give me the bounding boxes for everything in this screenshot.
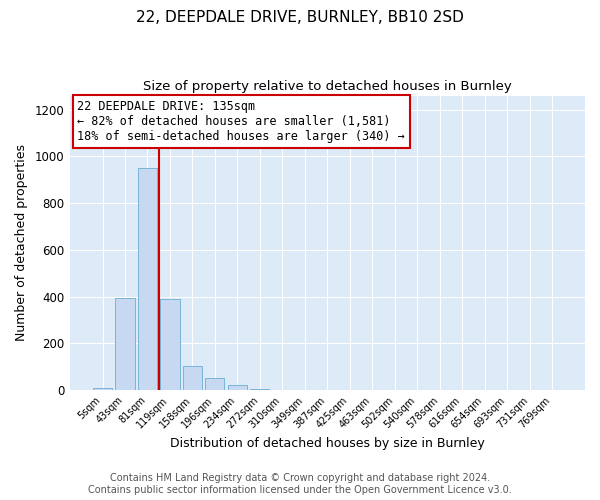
Bar — [183, 366, 202, 390]
Bar — [115, 298, 134, 390]
Bar — [138, 168, 157, 390]
Y-axis label: Number of detached properties: Number of detached properties — [15, 144, 28, 342]
Bar — [228, 385, 247, 390]
Bar — [160, 299, 179, 390]
Text: 22 DEEPDALE DRIVE: 135sqm
← 82% of detached houses are smaller (1,581)
18% of se: 22 DEEPDALE DRIVE: 135sqm ← 82% of detac… — [77, 100, 405, 143]
Bar — [205, 378, 224, 390]
X-axis label: Distribution of detached houses by size in Burnley: Distribution of detached houses by size … — [170, 437, 485, 450]
Text: Contains HM Land Registry data © Crown copyright and database right 2024.
Contai: Contains HM Land Registry data © Crown c… — [88, 474, 512, 495]
Text: 22, DEEPDALE DRIVE, BURNLEY, BB10 2SD: 22, DEEPDALE DRIVE, BURNLEY, BB10 2SD — [136, 10, 464, 25]
Bar — [250, 389, 269, 390]
Bar — [93, 388, 112, 390]
Title: Size of property relative to detached houses in Burnley: Size of property relative to detached ho… — [143, 80, 512, 93]
